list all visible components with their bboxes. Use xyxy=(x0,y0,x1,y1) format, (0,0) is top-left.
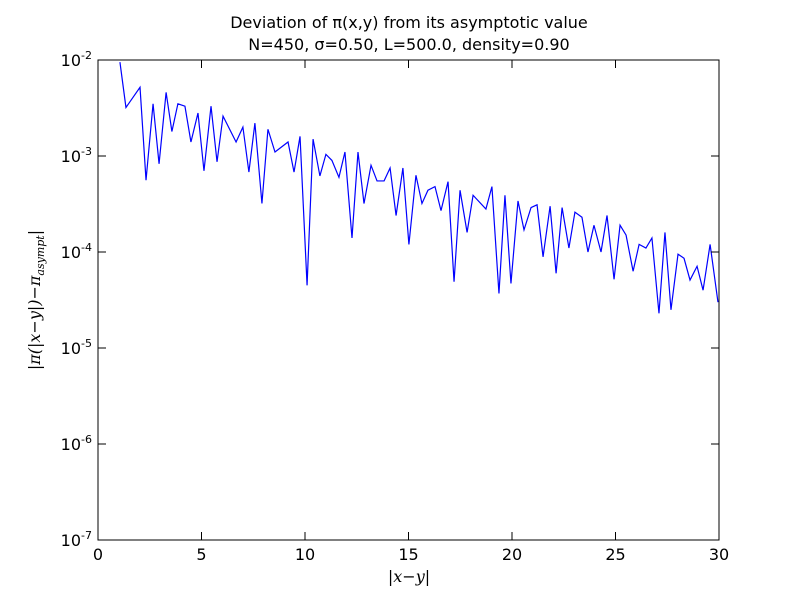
y-tick-base: 10 xyxy=(61,435,81,454)
y-tick-exponent: -6 xyxy=(81,433,92,446)
y-axis-label-end: | xyxy=(25,230,44,235)
y-tick-exponent: -4 xyxy=(81,241,92,254)
y-tick-label: 10-3 xyxy=(61,145,92,166)
y-tick-exponent: -2 xyxy=(81,49,92,62)
y-tick-exponent: -3 xyxy=(81,145,92,158)
x-tick-label: 30 xyxy=(709,545,729,564)
y-tick-base: 10 xyxy=(61,531,81,550)
y-tick-label: 10-4 xyxy=(61,241,92,262)
x-tick-label: 20 xyxy=(502,545,522,564)
y-axis-label-main: |π(|x−y|)−π xyxy=(25,275,44,370)
y-tick-label: 10-6 xyxy=(61,433,92,454)
x-tick-label: 5 xyxy=(196,545,206,564)
y-axis-label: |π(|x−y|)−πasympt| xyxy=(25,230,47,370)
x-tick-label: 10 xyxy=(295,545,315,564)
y-tick-base: 10 xyxy=(61,339,81,358)
chart-subtitle: N=450, σ=0.50, L=500.0, density=0.90 xyxy=(248,35,569,54)
y-tick-label: 10-2 xyxy=(61,49,92,70)
y-tick-base: 10 xyxy=(61,51,81,70)
y-tick-exponent: -7 xyxy=(81,529,92,542)
y-tick-base: 10 xyxy=(61,243,81,262)
chart-title: Deviation of π(x,y) from its asymptotic … xyxy=(230,13,588,32)
y-tick-base: 10 xyxy=(61,147,81,166)
data-line xyxy=(119,62,719,314)
x-axis-label: |x−y| xyxy=(388,567,430,586)
y-tick-exponent: -5 xyxy=(81,337,92,350)
y-tick-label: 10-7 xyxy=(61,529,92,550)
x-tick-label: 0 xyxy=(93,545,103,564)
y-tick-label: 10-5 xyxy=(61,337,92,358)
x-tick-label: 25 xyxy=(605,545,625,564)
y-axis-label-subscript: asympt xyxy=(34,235,47,276)
x-tick-label: 15 xyxy=(398,545,418,564)
